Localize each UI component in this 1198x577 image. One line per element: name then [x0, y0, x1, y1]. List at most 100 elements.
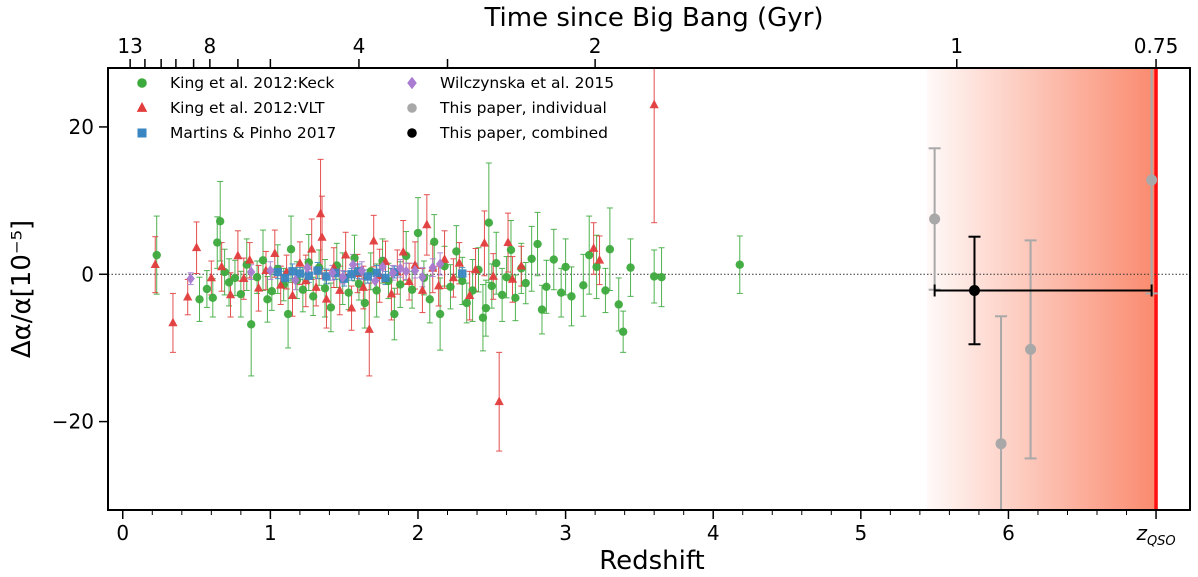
vlt-data-point [494, 396, 504, 406]
vlt-data-point [206, 272, 216, 282]
vlt-data-point [410, 260, 420, 269]
x-tick-label: 3 [559, 521, 572, 545]
keck-data-point [407, 285, 417, 294]
legend-label-martins: Martins & Pinho 2017 [170, 124, 336, 142]
vlt-data-point [516, 260, 526, 270]
vlt-data-point [301, 275, 311, 285]
wilczynska-data-point [303, 262, 312, 274]
vlt-data-point [335, 285, 345, 294]
martins-data-point [304, 271, 313, 280]
martins-data-point [347, 270, 356, 279]
legend-item-keck: King et al. 2012:Keck [137, 74, 334, 92]
vlt-data-point [448, 272, 459, 282]
keck-data-point [195, 295, 204, 304]
top-tick-label: 13 [117, 34, 142, 58]
martins-data-point [273, 267, 282, 277]
vlt-data-point [594, 255, 605, 264]
keck-data-point [390, 309, 399, 319]
keck-data-point [561, 262, 570, 272]
vlt-data-point [253, 283, 264, 292]
keck-data-point [236, 289, 246, 299]
vlt-data-point [358, 282, 368, 291]
wilczynska-data-point [401, 265, 411, 277]
vlt-data-point [287, 290, 298, 299]
keck-data-point [605, 245, 615, 254]
martins-data-point [363, 272, 372, 281]
legend-item-vlt: King et al. 2012:VLT [136, 99, 325, 117]
keck-data-point [537, 305, 547, 314]
keck-data-point [542, 282, 551, 291]
keck-data-point [502, 273, 511, 282]
vlt-data-point [439, 254, 450, 263]
vlt-data-point [321, 294, 332, 303]
keck-data-point [215, 217, 225, 226]
keck-data-point [435, 309, 445, 319]
legend-item-individual: This paper, individual [407, 99, 607, 117]
vlt-data-point [507, 274, 518, 283]
vlt-data-point [434, 280, 444, 290]
wilczynska-data-point [370, 275, 380, 287]
keck-data-point [208, 293, 218, 303]
keck-data-point [601, 286, 610, 295]
vlt-data-point [470, 264, 481, 274]
keck-data-point [425, 295, 434, 304]
martins-data-point [280, 273, 290, 283]
vlt-data-point [191, 242, 202, 252]
legend-item-wilczynska: Wilczynska et al. 2015 [407, 74, 614, 92]
keck-data-point [567, 292, 576, 301]
x-tick-label: 4 [707, 521, 720, 545]
vlt-data-point [454, 257, 464, 267]
wilczynska-data-point [186, 273, 195, 285]
keck-data-point [326, 303, 336, 312]
keck-data-point [350, 253, 359, 263]
vlt-data-point [183, 291, 193, 301]
keck-data-point [649, 272, 659, 281]
vlt-data-point [386, 288, 397, 298]
x-tick-label: 1 [264, 521, 277, 545]
keck-data-point [413, 228, 423, 238]
keck-data-point [298, 285, 308, 294]
vlt-data-point [317, 232, 327, 241]
keck-data-point [344, 288, 353, 297]
y-axis-title: Δα/α[10⁻⁵] [7, 220, 37, 358]
x-tick-label: 2 [412, 521, 425, 545]
legend-label-wilczynska: Wilczynska et al. 2015 [440, 74, 614, 92]
vlt-data-point [422, 219, 432, 229]
vlt-data-point [649, 99, 659, 109]
legend-marker-combined [407, 128, 417, 138]
keck-data-point [458, 276, 467, 286]
vlt-data-point [245, 255, 255, 264]
keck-data-point [213, 238, 222, 247]
keck-data-point [497, 290, 507, 300]
vlt-data-point [503, 237, 513, 246]
keck-data-point [263, 295, 272, 304]
wilczynska-data-point [266, 265, 275, 277]
shaded-region [927, 68, 1157, 510]
keck-data-point [354, 279, 364, 289]
keck-data-point [614, 300, 623, 309]
legend-label-keck: King et al. 2012:Keck [170, 74, 334, 92]
vlt-errorbar [651, 68, 658, 224]
legend-marker-vlt [136, 102, 148, 112]
vlt-data-point [346, 302, 357, 312]
martins-data-point [313, 266, 322, 275]
vlt-data-point [270, 248, 280, 257]
legend-marker-keck [137, 78, 147, 88]
vlt-data-point [341, 249, 351, 259]
vlt-data-point [488, 271, 498, 280]
vlt-data-point [479, 238, 490, 247]
vlt-data-point [239, 273, 249, 283]
y-tick-label: −20 [52, 410, 94, 434]
keck-data-point [258, 256, 268, 265]
keck-data-point [484, 218, 494, 227]
keck-data-point [626, 263, 635, 272]
top-tick-label: 1 [950, 34, 963, 58]
wilczynska-data-point [338, 271, 347, 283]
top-tick-label: 8 [203, 34, 216, 58]
top-tick-label: 2 [589, 34, 602, 58]
keck-data-point [579, 281, 588, 290]
x-tick-label: 0 [116, 521, 129, 545]
legend-item-martins: Martins & Pinho 2017 [137, 124, 336, 142]
wilczynska-data-point [348, 259, 358, 271]
x-tick-label: 6 [1002, 521, 1015, 545]
